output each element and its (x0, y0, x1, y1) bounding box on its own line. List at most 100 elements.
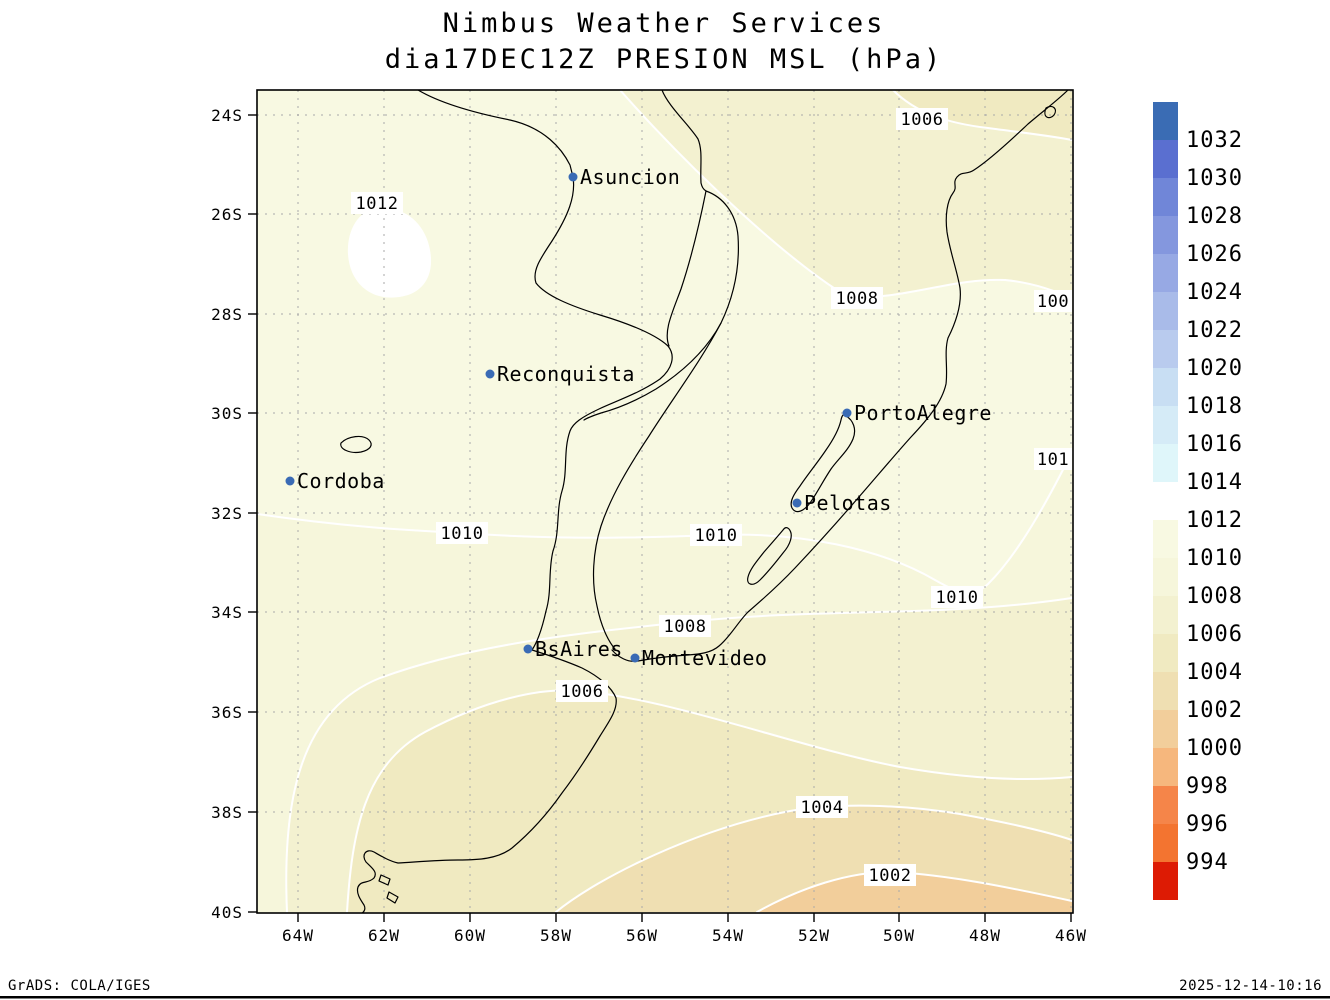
river-paraguay-parana (417, 90, 673, 651)
isobar-label-box (896, 108, 948, 130)
city-marker: BsAires (523, 637, 623, 661)
lon-label: 46W (1055, 926, 1087, 945)
lon-label: 50W (883, 926, 915, 945)
isobar-label-text: 1002 (869, 866, 912, 886)
legend-swatch (1153, 368, 1178, 406)
legend-label: 994 (1186, 850, 1229, 875)
legend-label: 1030 (1186, 166, 1243, 191)
timestamp: 2025-12-14-10:16 (1179, 978, 1322, 994)
legend-label: 1012 (1186, 508, 1243, 533)
city-label: Cordoba (297, 469, 385, 493)
lagoa-dos-patos (790, 414, 856, 513)
city-marker: Reconquista (485, 362, 634, 386)
lon-label: 60W (454, 926, 486, 945)
legend-label: 1000 (1186, 736, 1243, 761)
city-markers: Asuncion Reconquista PortoAlegre Cordoba… (285, 165, 992, 670)
lon-label: 54W (712, 926, 744, 945)
isobar-label: 1002 (864, 864, 916, 886)
lat-label: 32S (211, 504, 243, 523)
coast-argentina (356, 649, 617, 913)
legend-swatch (1153, 140, 1178, 178)
river-parana-upper (583, 90, 739, 421)
plot-frame (248, 89, 1074, 922)
legend-swatch (1153, 102, 1178, 140)
isobar-label-box (556, 680, 608, 702)
isobar-label-box (659, 615, 711, 637)
map-border (256, 89, 1074, 914)
isobar-label-box (931, 586, 983, 608)
axis-labels: 24S 26S 28S 30S 32S 34S 36S 38S 40S 64W … (211, 106, 1087, 945)
legend-colorbar: 1032 1030 1028 1026 1024 1022 1020 1018 … (1153, 102, 1243, 900)
bottom-rule (0, 996, 1330, 999)
legend-swatch (1153, 406, 1178, 444)
band-1006-1008-northeast (620, 90, 1072, 299)
high-pressure-cell-1012 (347, 207, 432, 298)
legend-swatch (1153, 710, 1178, 748)
legend-label: 996 (1186, 812, 1229, 837)
lon-label: 58W (540, 926, 572, 945)
isobar-label-text: 1008 (664, 617, 707, 637)
isobar-label: 1006 (896, 108, 948, 130)
legend-label: 1014 (1186, 470, 1243, 495)
pressure-shading (257, 90, 1073, 913)
isobar-label-box (1034, 290, 1072, 312)
lat-label: 36S (211, 703, 243, 722)
city-dot (285, 476, 295, 486)
graticule (257, 90, 1072, 913)
city-marker: Montevideo (630, 646, 767, 670)
isobar-label-text: 100 (1037, 292, 1069, 312)
grads-credit: GrADS: COLA/IGES (8, 978, 151, 994)
legend-label: 1010 (1186, 546, 1243, 571)
isobar-label: 1010 (931, 586, 983, 608)
isobar-label-text: 101 (1037, 450, 1069, 470)
legend-label: 1016 (1186, 432, 1243, 457)
city-label: Asuncion (580, 165, 680, 189)
legend-label: 1022 (1186, 318, 1243, 343)
island-ne (1044, 105, 1057, 119)
legend-swatch (1153, 596, 1178, 634)
legend-label: 1028 (1186, 204, 1243, 229)
city-marker: Cordoba (285, 469, 385, 493)
lon-label: 52W (798, 926, 830, 945)
legend-label: 1018 (1186, 394, 1243, 419)
isobar-label-box (351, 192, 403, 214)
lat-label: 38S (211, 803, 243, 822)
lat-label: 24S (211, 106, 243, 125)
legend-label: 1006 (1186, 622, 1243, 647)
isobar-label-box (831, 287, 883, 309)
lon-label: 64W (282, 926, 314, 945)
isobar-label-box (864, 864, 916, 886)
band-1004-1006-northeast (893, 90, 1072, 140)
legend-swatch (1153, 862, 1178, 900)
isobar-label-text: 1008 (836, 289, 879, 309)
lon-label: 56W (626, 926, 658, 945)
footer: GrADS: COLA/IGES 2025-12-14-10:16 (0, 978, 1330, 999)
legend-label: 998 (1186, 774, 1229, 799)
legend-swatch (1153, 254, 1178, 292)
isobar-label: 100 (1034, 290, 1072, 312)
isobar-label-text: 1010 (441, 524, 484, 544)
coastlines (340, 90, 1069, 913)
city-label: PortoAlegre (854, 401, 992, 425)
isobar-1006-ne (892, 90, 1073, 141)
city-dot (842, 408, 852, 418)
isobar-label-text: 1010 (936, 588, 979, 608)
isobar-label-text: 1004 (801, 798, 844, 818)
legend-swatch (1153, 786, 1178, 824)
lat-label: 28S (211, 305, 243, 324)
islands-bahia (378, 874, 399, 904)
isobar-label-box (1034, 448, 1072, 470)
lat-label: 30S (211, 404, 243, 423)
city-label: BsAires (535, 637, 623, 661)
city-marker: Asuncion (568, 165, 680, 189)
isobar-label-box (436, 522, 488, 544)
isobar-label-text: 1006 (901, 110, 944, 130)
legend-swatch (1153, 292, 1178, 330)
legend-label: 1020 (1186, 356, 1243, 381)
isobar-label: 1010 (436, 522, 488, 544)
city-dot (792, 498, 802, 508)
isobar-label: 1010 (690, 524, 742, 546)
isobar-label: 1012 (351, 192, 403, 214)
legend-swatch (1153, 520, 1178, 558)
